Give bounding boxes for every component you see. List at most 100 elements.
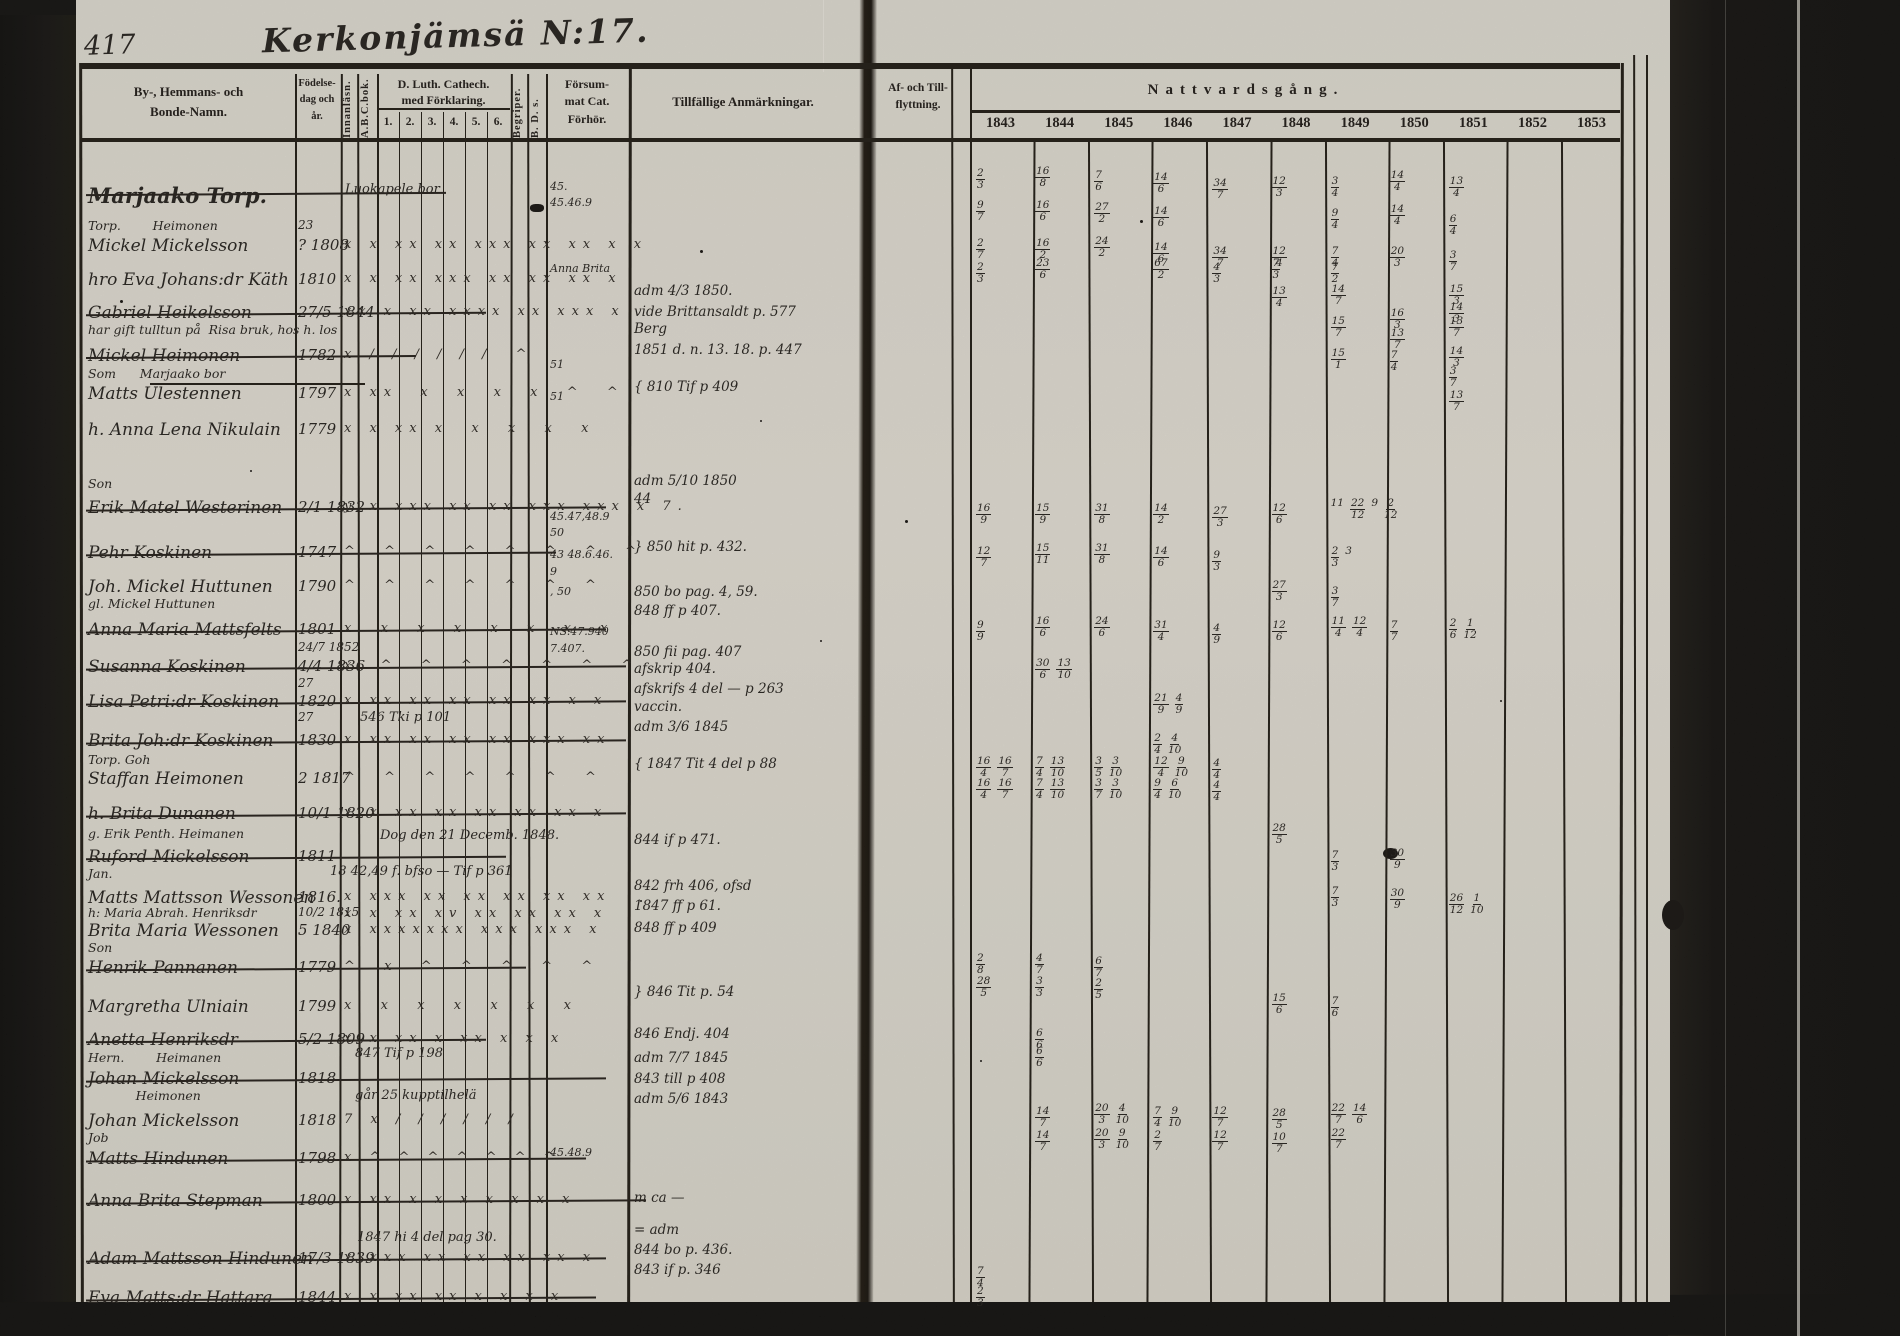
communion-date-fraction: 22 12	[1349, 497, 1366, 522]
year-label: 1849	[1340, 115, 1370, 131]
year-label: 1853	[1577, 115, 1607, 131]
catechism-marks: x / / / / / / ^	[344, 347, 534, 362]
remark-note: } 850 hit p. 432.	[634, 539, 747, 555]
cross-note: går 25 kupptilhelä	[355, 1088, 477, 1103]
communion-entry: 11 4 12 4	[1330, 615, 1368, 640]
communion-date-fraction: 20 3	[1094, 1127, 1110, 1152]
communion-entry: 14 4	[1389, 203, 1406, 228]
catechism-marks: x x x x x x x	[344, 998, 578, 1013]
handwritten-name: Joh. Mickel Huttunen	[88, 577, 273, 597]
communion-date-fraction: 15 7	[1330, 315, 1346, 340]
communion-date-fraction: 31 8	[1094, 542, 1110, 567]
catechism-marks: xx x xx xxxx xx xxx x	[344, 304, 626, 319]
column-rule	[951, 62, 955, 1303]
catechism-marks: x ^ ^ ^ ^ ^ ^ ^	[344, 658, 640, 673]
communion-date-fraction: 14 4	[1389, 169, 1406, 194]
communion-date-fraction: 14 6	[1351, 1102, 1368, 1127]
scan-speck	[980, 1060, 982, 1062]
birth-year: 1820	[298, 692, 337, 710]
communion-date-fraction: 15 9	[1035, 502, 1051, 527]
birth-year: 27	[298, 710, 314, 724]
birth-year: 23	[298, 218, 314, 232]
cross-note: 847 Tif p 198	[355, 1046, 443, 1061]
forsummat-note: 51	[550, 358, 564, 371]
communion-entry: 67 2	[1153, 257, 1169, 282]
birth-year: 27	[298, 676, 314, 690]
communion-date-fraction: 10 7	[1271, 1131, 1287, 1156]
communion-entry: 14 2	[1153, 502, 1169, 527]
communion-date-number: 11	[1330, 497, 1344, 509]
communion-entry: 16 6	[1035, 615, 1051, 640]
cross-note: Luokapele bor	[345, 182, 440, 197]
birth-year: 1799	[298, 997, 337, 1015]
handwritten-name: hro Eva Johans:dr Käth	[88, 270, 289, 290]
communion-entry: 16 8	[1035, 165, 1051, 190]
communion-entry: 14 6	[1153, 205, 1169, 230]
communion-date-fraction: 16 8	[1035, 165, 1051, 190]
communion-date-fraction: 22 7	[1330, 1127, 1346, 1152]
communion-date-fraction: 34 7	[1212, 177, 1228, 202]
communion-entry: 22 7	[1330, 1127, 1346, 1152]
communion-date-fraction: 3 10	[1108, 777, 1123, 802]
handwritten-name: Jan.	[88, 866, 113, 881]
birth-year: 1798	[298, 1149, 337, 1167]
scan-speck	[820, 640, 822, 642]
communion-date-fraction: 67 2	[1153, 257, 1169, 282]
communion-date-fraction: 12 4	[1351, 615, 1368, 640]
catechism-marks: x x xx xx xx xx xx x	[344, 805, 609, 820]
communion-entry: 27 3	[1271, 579, 1287, 604]
communion-entry: 31 8	[1094, 502, 1110, 527]
communion-date-fraction: 14 7	[1035, 1129, 1051, 1154]
birth-year: 1830	[298, 731, 337, 749]
remark-note: } 846 Tit p. 54	[634, 984, 735, 1000]
communion-entry: 14 7	[1035, 1105, 1051, 1130]
communion-date-fraction: 28 5	[1271, 1107, 1287, 1132]
communion-entry: 2 6 1 12	[1448, 617, 1477, 642]
remark-note: 842 frh 406, ofsd	[634, 878, 752, 894]
communion-date-fraction: 14 6	[1153, 545, 1169, 570]
birth-year: 1801	[298, 620, 337, 638]
communion-entry: 28 5	[976, 975, 992, 1000]
horizontal-rule	[80, 138, 1620, 142]
year-label: 1847	[1222, 115, 1252, 131]
catechism-marks: x xx x x x x ^ ^	[344, 385, 625, 400]
birth-year: 1810	[298, 270, 337, 288]
communion-entry: 16 9	[976, 502, 992, 527]
birth-year: 1844	[298, 1288, 337, 1306]
birth-year: 1818	[298, 1111, 337, 1129]
forsummat-note: 45.47,48.9	[550, 510, 610, 523]
forsummat-note: 45.48.9	[550, 1146, 592, 1159]
catechism-marks: x xx x x x x x x x	[344, 1192, 577, 1207]
communion-date-fraction: 16 4	[976, 777, 992, 802]
communion-entry: 20 3	[1389, 245, 1406, 270]
communion-date-fraction: 14 4	[1389, 203, 1406, 228]
communion-entry: 12 6	[1271, 619, 1287, 644]
catechism-marks: x x xx x x x x x	[344, 421, 596, 436]
communion-date-fraction: 14 2	[1153, 502, 1169, 527]
communion-entry: 28 5	[1271, 822, 1287, 847]
handwritten-name: Matts Ulestennen	[88, 384, 242, 404]
handwritten-name: g. Erik Penth. Heimanen	[88, 826, 245, 841]
cross-note: 18 42,49 f. bfso — Tif p 361	[330, 864, 513, 879]
catechism-marks: x xxx xx xx xx xx xx	[344, 889, 612, 904]
communion-entry: 12 6	[1271, 502, 1287, 527]
column-rule	[1619, 62, 1624, 1303]
communion-entry: 22 7 14 6	[1330, 1102, 1368, 1127]
communion-date-fraction: 15 6	[1271, 992, 1287, 1017]
